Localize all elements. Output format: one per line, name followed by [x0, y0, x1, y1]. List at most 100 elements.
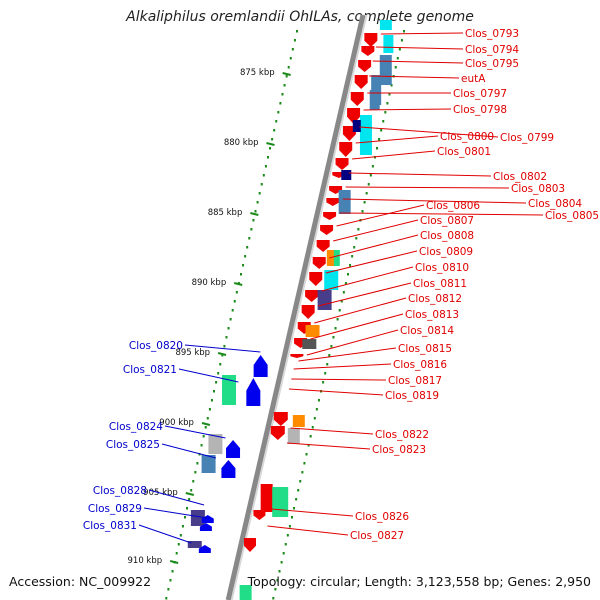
ring-dot — [353, 246, 356, 249]
feature-box — [190, 510, 205, 526]
ring-dot — [256, 201, 259, 204]
gene-label: Clos_0810 — [415, 262, 469, 274]
forward-gene-arrow — [320, 225, 334, 235]
ring-dot — [169, 579, 172, 582]
ring-dot — [301, 471, 304, 474]
label-leader-line — [345, 186, 510, 189]
ring-dot — [271, 138, 274, 141]
ring-dot — [365, 192, 368, 195]
ring-dot — [361, 210, 364, 213]
gene-label: Clos_0811 — [413, 278, 467, 290]
ring-dot — [227, 327, 230, 330]
gene-label: Clos_0793 — [465, 28, 519, 40]
ring-dot — [288, 525, 291, 528]
ring-dot — [264, 165, 267, 168]
forward-gene-arrow — [364, 33, 378, 47]
ring-dot — [200, 444, 203, 447]
gene-label: Clos_0822 — [375, 429, 429, 441]
ring-dot — [283, 84, 286, 87]
reverse-gene-arrow — [221, 460, 236, 478]
forward-gene-arrow — [316, 240, 330, 252]
label-leader-line — [298, 347, 397, 362]
ring-dot — [388, 93, 391, 96]
ring-dot — [340, 300, 343, 303]
topology-text: Topology: circular; Length: 3,123,558 bp… — [247, 574, 591, 589]
tick-mark — [233, 282, 243, 286]
feature-box — [341, 170, 352, 180]
ring-dot — [269, 147, 272, 150]
label-leader-line — [372, 60, 464, 64]
ring-dot — [346, 273, 349, 276]
label-leader-line — [291, 378, 387, 381]
reverse-gene-arrow — [253, 355, 268, 377]
label-leader-line — [336, 204, 425, 227]
label-leader-line — [351, 150, 436, 160]
tick-label: 875 kbp — [240, 68, 275, 78]
gene-label: Clos_0823 — [372, 444, 426, 456]
ring-dot — [305, 453, 308, 456]
label-leader-line — [287, 442, 371, 450]
ring-dot — [217, 372, 220, 375]
ring-dot — [311, 426, 314, 429]
forward-gene-arrow — [270, 426, 285, 440]
feature-box — [369, 90, 380, 110]
ring-dot — [299, 480, 302, 483]
ring-dot — [250, 228, 253, 231]
ring-dot — [296, 30, 298, 33]
label-leader-line — [293, 363, 392, 370]
ring-dot — [279, 102, 282, 105]
ring-dot — [303, 462, 306, 465]
ring-dot — [344, 282, 347, 285]
feature-box — [338, 190, 351, 214]
feature-box — [324, 270, 339, 290]
label-leader-line — [161, 443, 217, 459]
feature-box — [208, 434, 223, 454]
forward-gene-arrow — [342, 126, 356, 141]
ring-dot — [293, 39, 296, 42]
ring-dot — [351, 255, 354, 258]
ring-dot — [258, 192, 261, 195]
ring-dot — [317, 399, 320, 402]
gene-label: Clos_0813 — [405, 309, 459, 321]
ring-dot — [275, 120, 278, 123]
ring-dot — [369, 174, 372, 177]
ring-dot — [210, 399, 213, 402]
ring-dot — [252, 219, 255, 222]
label-leader-line — [329, 234, 419, 259]
ring-dot — [390, 84, 393, 87]
ring-dot — [231, 309, 234, 312]
forward-gene-arrow — [290, 354, 304, 358]
ring-dot — [338, 309, 341, 312]
feature-box — [379, 55, 392, 85]
tick-mark — [282, 72, 291, 76]
feature-box — [287, 428, 300, 444]
gene-label: Clos_0814 — [400, 325, 454, 337]
ring-dot — [386, 102, 389, 105]
gene-label: Clos_0798 — [453, 104, 507, 116]
gene-label: Clos_0802 — [493, 171, 547, 183]
gene-label: Clos_0795 — [465, 58, 519, 70]
label-leader-line — [359, 126, 499, 138]
feature-box — [239, 585, 252, 600]
label-leader-line — [321, 266, 414, 292]
ring-dot — [394, 66, 397, 69]
ring-dot — [307, 444, 310, 447]
ring-dot — [378, 138, 381, 141]
ring-dot — [287, 66, 290, 69]
ring-dot — [223, 345, 226, 348]
gene-label: Clos_0803 — [511, 183, 565, 195]
gene-label: Clos_0797 — [453, 88, 507, 100]
ring-dot — [400, 39, 403, 42]
gene-label: Clos_0829 — [88, 503, 142, 515]
ring-dot — [208, 408, 211, 411]
ring-dot — [282, 552, 285, 555]
ring-dot — [313, 417, 316, 420]
forward-gene-arrow — [323, 212, 337, 220]
reverse-gene-arrow — [198, 545, 211, 553]
ring-dot — [293, 507, 296, 510]
ring-dot — [295, 498, 298, 501]
label-leader-line — [271, 508, 354, 517]
forward-gene-labels: Clos_0793 Clos_0794 Clos_0795 eutA Clos_0797… — [267, 28, 599, 542]
label-leader-line — [306, 329, 399, 356]
